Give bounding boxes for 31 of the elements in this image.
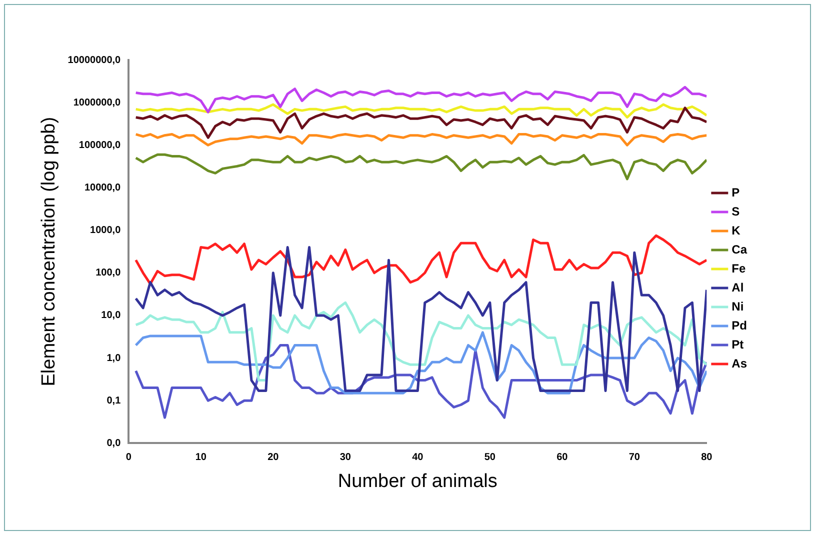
y-axis-title: Element concentration (log ppb) [38, 116, 60, 386]
legend-label: S [732, 204, 740, 218]
x-tick-label: 40 [412, 452, 424, 463]
y-tick-label: 10000,0 [84, 182, 122, 194]
y-tick-label: 1000000,0 [73, 97, 122, 108]
legend-label: Pt [732, 337, 744, 352]
y-tick-label: 10,0 [101, 310, 122, 322]
y-tick-label: 0,1 [106, 395, 122, 406]
x-axis-title: Number of animals [338, 470, 498, 492]
y-tick-label: 10000000,0 [68, 54, 122, 66]
y-tick-label: 0,0 [106, 438, 122, 449]
x-tick-label: 30 [340, 452, 352, 463]
x-tick-label: 80 [701, 452, 713, 463]
x-tick-label: 50 [484, 452, 496, 463]
legend-label: K [732, 223, 741, 238]
legend-label: P [732, 185, 740, 200]
legend-label: Al [732, 280, 744, 294]
x-tick-label: 60 [556, 452, 568, 463]
x-tick-label: 70 [628, 452, 640, 463]
legend-label: As [732, 356, 748, 370]
y-tick-label: 100,0 [96, 268, 122, 279]
x-tick-label: 20 [268, 452, 280, 463]
legend-label: Ni [732, 299, 744, 314]
x-tick-label: 10 [195, 452, 207, 463]
legend-label: Ca [732, 242, 748, 256]
legend-label: Fe [732, 261, 746, 276]
x-tick-label: 0 [126, 452, 132, 463]
y-tick-label: 1000,0 [90, 225, 122, 236]
y-tick-label: 1,0 [106, 352, 122, 364]
legend-label: Pd [732, 318, 748, 332]
y-tick-label: 100000,0 [78, 140, 122, 151]
